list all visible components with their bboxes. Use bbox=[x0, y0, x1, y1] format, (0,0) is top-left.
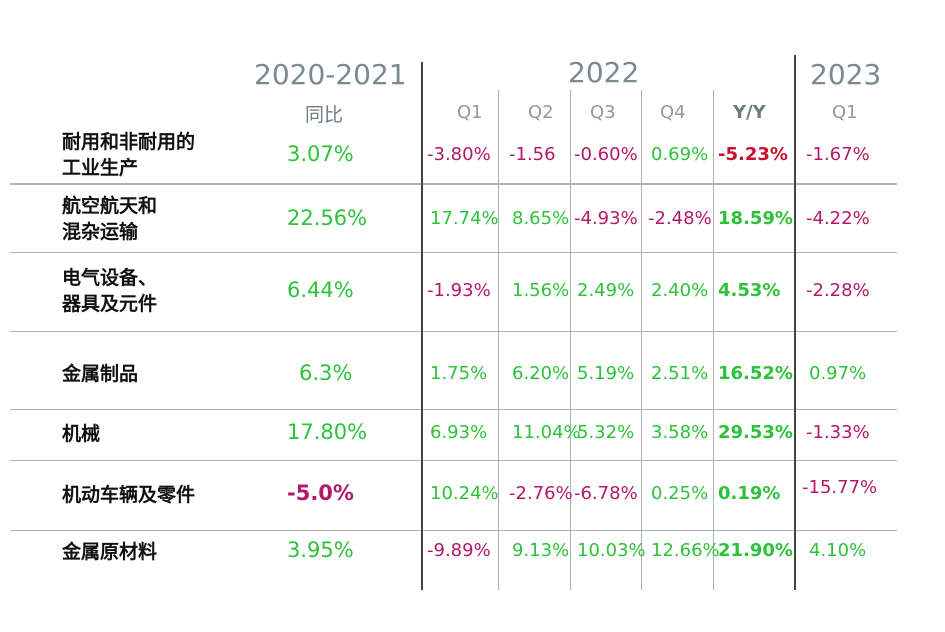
column-divider bbox=[421, 62, 423, 590]
cell-base-yoy: 3.07% bbox=[287, 142, 354, 166]
cell-q2: -1.56 bbox=[509, 144, 556, 165]
row-label: 金属原材料 bbox=[62, 541, 158, 563]
cell-q4: 0.25% bbox=[651, 483, 709, 504]
cell-q1-2023: -2.28% bbox=[806, 280, 870, 301]
cell-q4: -2.48% bbox=[648, 208, 712, 229]
header-year-2023: 2023 bbox=[810, 58, 882, 91]
column-divider bbox=[641, 90, 642, 590]
row-divider bbox=[10, 460, 897, 461]
cell-q4: 0.69% bbox=[651, 144, 709, 165]
cell-q1-2023: -15.77% bbox=[802, 477, 878, 498]
cell-yy: 29.53% bbox=[718, 422, 793, 443]
row-label: 机动车辆及零件 bbox=[62, 484, 196, 506]
cell-q1: 1.75% bbox=[430, 363, 488, 384]
cell-q2: 8.65% bbox=[512, 208, 570, 229]
cell-yy: 0.19% bbox=[718, 483, 781, 504]
cell-q1-2023: 4.10% bbox=[809, 540, 867, 561]
cell-base-yoy: 22.56% bbox=[287, 206, 368, 230]
cell-q2: -2.76% bbox=[509, 483, 573, 504]
cell-q2: 9.13% bbox=[512, 540, 570, 561]
cell-q1-2023: -1.67% bbox=[806, 144, 870, 165]
cell-q1: -3.80% bbox=[427, 144, 491, 165]
cell-yy: 4.53% bbox=[718, 280, 781, 301]
cell-yy: -5.23% bbox=[718, 144, 788, 165]
row-divider bbox=[10, 252, 897, 253]
row-divider bbox=[10, 409, 897, 410]
row-divider bbox=[10, 331, 897, 332]
cell-q3: -0.60% bbox=[574, 144, 638, 165]
row-label: 电气设备、 器具及元件 bbox=[62, 267, 158, 315]
cell-base-yoy: 3.95% bbox=[287, 538, 354, 562]
row-label: 耐用和非耐用的 工业生产 bbox=[62, 131, 196, 179]
cell-q3: 2.49% bbox=[577, 280, 635, 301]
cell-base-yoy: -5.0% bbox=[287, 481, 354, 505]
cell-yy: 18.59% bbox=[718, 208, 793, 229]
cell-base-yoy: 17.80% bbox=[287, 420, 368, 444]
header-2022-q3: Q3 bbox=[590, 102, 616, 123]
cell-yy: 21.90% bbox=[718, 540, 793, 561]
cell-base-yoy: 6.3% bbox=[299, 361, 353, 385]
header-2022-q2: Q2 bbox=[528, 102, 554, 123]
cell-base-yoy: 6.44% bbox=[287, 278, 354, 302]
header-2023-q1: Q1 bbox=[832, 102, 858, 123]
cell-q4: 2.51% bbox=[651, 363, 709, 384]
cell-q1: 10.24% bbox=[430, 483, 499, 504]
cell-q4: 2.40% bbox=[651, 280, 709, 301]
cell-q1: 17.74% bbox=[430, 208, 499, 229]
cell-q3: -6.78% bbox=[574, 483, 638, 504]
cell-q1-2023: -1.33% bbox=[806, 422, 870, 443]
cell-q3: -4.93% bbox=[574, 208, 638, 229]
cell-yy: 16.52% bbox=[718, 363, 793, 384]
cell-q1-2023: 0.97% bbox=[809, 363, 867, 384]
cell-q1: 6.93% bbox=[430, 422, 488, 443]
row-label: 机械 bbox=[62, 423, 101, 445]
row-label: 金属制品 bbox=[62, 363, 139, 385]
row-label: 航空航天和 混杂运输 bbox=[62, 195, 158, 243]
header-2022-q1: Q1 bbox=[457, 102, 483, 123]
column-divider bbox=[570, 90, 571, 590]
cell-q4: 12.66% bbox=[651, 540, 720, 561]
cell-q1-2023: -4.22% bbox=[806, 208, 870, 229]
column-divider bbox=[498, 90, 499, 590]
column-divider bbox=[794, 55, 796, 590]
cell-q2: 1.56% bbox=[512, 280, 570, 301]
cell-q1: -1.93% bbox=[427, 280, 491, 301]
cell-q2: 11.04% bbox=[512, 422, 581, 443]
column-divider bbox=[713, 90, 714, 590]
cell-q3: 5.19% bbox=[577, 363, 635, 384]
header-period-base: 2020-2021 bbox=[254, 58, 407, 91]
cell-q3: 5.32% bbox=[577, 422, 635, 443]
row-divider bbox=[10, 183, 897, 185]
header-2022-yy: Y/Y bbox=[733, 102, 766, 123]
header-yoy-label: 同比 bbox=[305, 104, 344, 126]
cell-q2: 6.20% bbox=[512, 363, 570, 384]
row-divider bbox=[10, 530, 897, 531]
header-year-2022: 2022 bbox=[568, 56, 640, 89]
cell-q3: 10.03% bbox=[577, 540, 646, 561]
cell-q4: 3.58% bbox=[651, 422, 709, 443]
header-2022-q4: Q4 bbox=[660, 102, 686, 123]
cell-q1: -9.89% bbox=[427, 540, 491, 561]
